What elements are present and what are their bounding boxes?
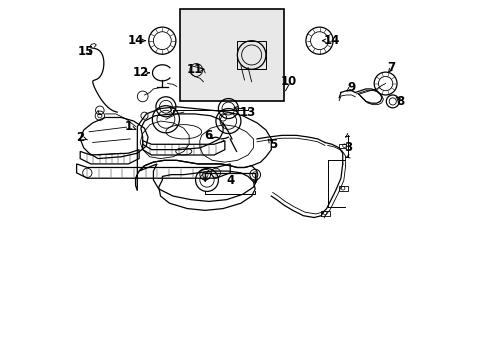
Text: 7: 7 [386, 61, 394, 74]
Text: 4: 4 [225, 174, 234, 186]
Text: 15: 15 [77, 45, 94, 58]
Text: 2: 2 [76, 131, 84, 144]
Text: 14: 14 [323, 34, 340, 47]
Text: 11: 11 [186, 63, 202, 76]
Text: 1: 1 [124, 120, 132, 133]
Text: 6: 6 [204, 129, 212, 142]
Text: 13: 13 [240, 105, 256, 119]
Bar [339, 144, 346, 148]
Text: 10: 10 [281, 75, 297, 88]
Text: 5: 5 [268, 138, 277, 151]
FancyBboxPatch shape [180, 9, 283, 102]
Bar [321, 211, 329, 216]
Text: 14: 14 [127, 34, 143, 47]
Text: 8: 8 [395, 95, 403, 108]
Text: 3: 3 [344, 141, 351, 154]
Text: 9: 9 [347, 81, 355, 94]
Bar [339, 186, 347, 191]
Text: 12: 12 [133, 66, 149, 79]
